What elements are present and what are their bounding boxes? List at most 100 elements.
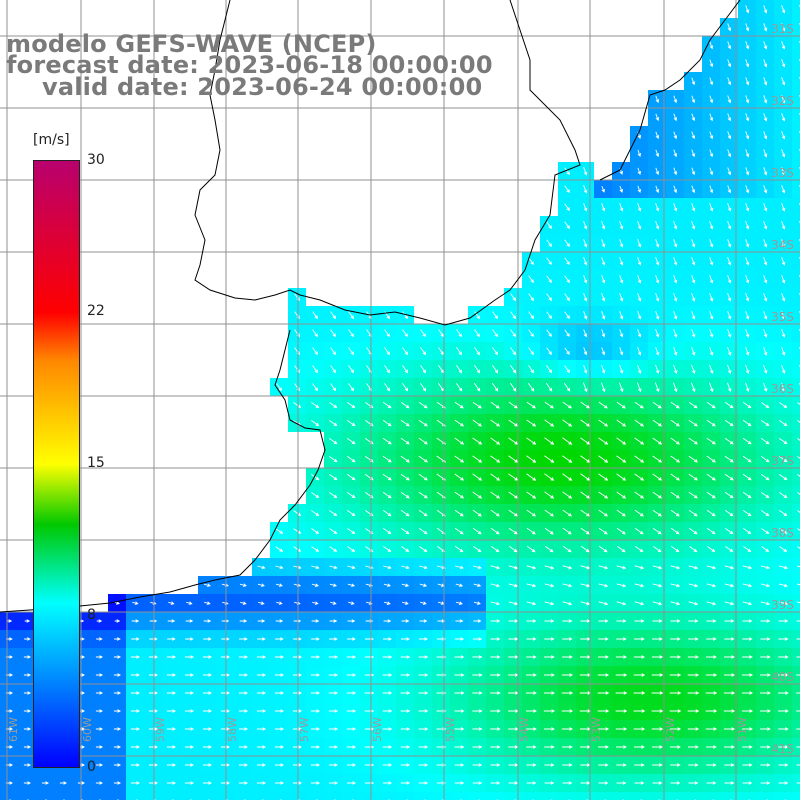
wind-arrow — [763, 131, 768, 140]
wind-arrow — [293, 402, 302, 409]
wind-arrow — [130, 781, 141, 785]
wind-arrow — [561, 709, 574, 713]
wind-arrow — [619, 257, 624, 266]
wind-arrow — [763, 149, 768, 158]
wind-arrow — [510, 293, 516, 302]
wind-arrow — [546, 221, 552, 230]
wind-speed-cell — [792, 72, 800, 90]
lat-label: 31S — [771, 22, 794, 36]
wind-arrow — [562, 473, 573, 481]
wind-arrow — [562, 527, 572, 535]
wind-speed-cell — [792, 720, 800, 738]
wind-arrow — [742, 419, 752, 427]
wind-arrow — [655, 239, 660, 248]
wind-arrow — [745, 149, 750, 158]
wind-speed-cell — [684, 792, 702, 800]
wind-arrow — [723, 691, 736, 695]
wind-arrow — [130, 763, 141, 767]
wind-arrow — [562, 655, 573, 659]
wind-arrow — [508, 491, 519, 499]
wind-arrow — [634, 637, 645, 641]
wind-arrow — [619, 329, 624, 338]
lon-label: 54W — [518, 717, 531, 742]
wind-arrow — [652, 527, 662, 535]
wind-arrow — [598, 419, 609, 427]
wind-arrow — [763, 59, 768, 68]
wind-arrow — [745, 221, 750, 230]
wind-arrow — [691, 167, 696, 176]
wind-speed-cell — [792, 792, 800, 800]
wind-arrow — [490, 619, 501, 623]
wind-arrow — [797, 510, 800, 513]
wind-arrow — [670, 509, 680, 517]
wind-arrow — [220, 691, 231, 695]
lon-label: 60W — [81, 717, 94, 742]
wind-arrow — [238, 727, 249, 731]
wind-arrow — [472, 691, 483, 695]
wind-arrow — [652, 509, 662, 517]
wind-arrow — [781, 167, 786, 176]
wind-arrow — [204, 601, 211, 605]
wind-arrow — [220, 763, 231, 767]
wind-arrow — [601, 239, 606, 248]
wind-arrow — [781, 221, 786, 230]
wind-arrow — [382, 763, 393, 767]
wind-arrow — [131, 637, 140, 641]
wind-arrow — [202, 673, 213, 677]
wind-arrow — [691, 364, 696, 374]
wind-arrow — [472, 473, 483, 481]
wind-arrow — [311, 528, 320, 535]
wind-arrow — [401, 546, 410, 553]
wind-arrow — [132, 601, 139, 605]
wind-arrow — [727, 382, 732, 393]
wind-arrow — [673, 310, 678, 320]
wind-arrow — [781, 23, 786, 32]
wind-arrow — [402, 329, 408, 338]
wind-arrow — [598, 655, 609, 659]
wind-arrow — [526, 455, 537, 463]
wind-arrow — [616, 491, 627, 499]
wind-arrow — [763, 275, 768, 284]
colorbar-tick: 8 — [87, 607, 96, 623]
wind-arrow — [760, 619, 771, 623]
wind-arrow — [490, 509, 500, 517]
wind-arrow — [472, 419, 482, 427]
wind-arrow — [330, 383, 337, 392]
wind-arrow — [418, 437, 428, 445]
lon-label: 57W — [298, 717, 311, 742]
wind-arrow — [688, 455, 698, 463]
wind-arrow — [763, 167, 768, 176]
wind-speed-cell — [54, 792, 72, 800]
wind-arrow — [615, 673, 628, 677]
wind-arrow — [745, 167, 750, 176]
wind-arrow — [23, 691, 32, 695]
wind-arrow — [544, 473, 555, 481]
wind-arrow — [384, 329, 390, 338]
wind-arrow — [473, 583, 482, 588]
wind-arrow — [220, 673, 231, 677]
wind-arrow — [220, 781, 231, 785]
wind-arrow — [528, 293, 534, 302]
wind-arrow — [148, 691, 159, 695]
wind-arrow — [564, 293, 570, 302]
wind-arrow — [95, 655, 104, 659]
wind-speed-cell — [648, 792, 666, 800]
wind-arrow — [184, 673, 195, 677]
wind-arrow — [292, 709, 303, 713]
wind-arrow — [400, 509, 410, 517]
wind-arrow — [709, 41, 714, 50]
wind-arrow — [238, 673, 249, 677]
wind-arrow — [691, 275, 696, 284]
wind-arrow — [527, 382, 535, 392]
wind-speed-cell — [576, 792, 594, 800]
lon-label: 56W — [371, 717, 384, 742]
wind-arrow — [601, 364, 606, 374]
wind-arrow — [274, 763, 285, 767]
wind-arrow — [528, 329, 534, 338]
wind-speed-cell — [792, 576, 800, 594]
wind-arrow — [745, 346, 750, 356]
wind-arrow — [637, 185, 642, 193]
wind-arrow — [545, 382, 553, 392]
wind-arrow — [400, 473, 410, 481]
